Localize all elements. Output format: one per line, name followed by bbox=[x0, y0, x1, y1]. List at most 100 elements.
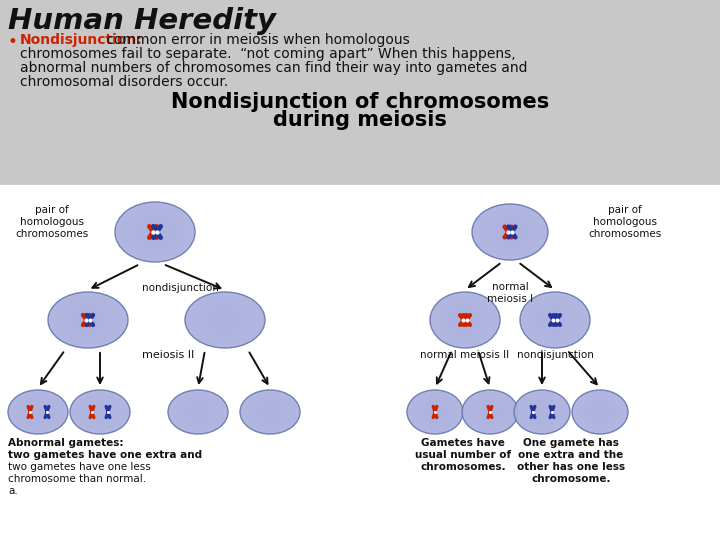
Ellipse shape bbox=[168, 390, 228, 434]
Ellipse shape bbox=[258, 403, 282, 421]
Text: chromosomes fail to separate.  “not coming apart” When this happens,: chromosomes fail to separate. “not comin… bbox=[20, 47, 516, 61]
Text: abnormal numbers of chromosomes can find their way into gametes and: abnormal numbers of chromosomes can find… bbox=[20, 61, 528, 75]
Text: chromosome.: chromosome. bbox=[531, 474, 611, 484]
Ellipse shape bbox=[514, 390, 570, 434]
Ellipse shape bbox=[575, 392, 625, 432]
Ellipse shape bbox=[433, 295, 497, 345]
Ellipse shape bbox=[119, 205, 191, 259]
Ellipse shape bbox=[76, 312, 100, 328]
Ellipse shape bbox=[29, 406, 47, 419]
Ellipse shape bbox=[261, 406, 279, 419]
Ellipse shape bbox=[421, 401, 449, 423]
Ellipse shape bbox=[538, 306, 572, 334]
Ellipse shape bbox=[476, 401, 504, 423]
Ellipse shape bbox=[430, 292, 500, 348]
Ellipse shape bbox=[583, 399, 617, 425]
Ellipse shape bbox=[185, 292, 265, 348]
Ellipse shape bbox=[514, 390, 570, 434]
Text: two gametes have one less: two gametes have one less bbox=[8, 462, 150, 472]
Ellipse shape bbox=[407, 390, 463, 434]
Ellipse shape bbox=[441, 300, 490, 340]
Ellipse shape bbox=[180, 399, 216, 425]
Ellipse shape bbox=[213, 312, 237, 328]
Ellipse shape bbox=[193, 298, 257, 342]
Ellipse shape bbox=[186, 403, 210, 421]
Text: common error in meiosis when homologous: common error in meiosis when homologous bbox=[102, 33, 410, 47]
Text: Human Heredity: Human Heredity bbox=[8, 7, 276, 35]
Ellipse shape bbox=[143, 223, 167, 241]
Ellipse shape bbox=[252, 399, 288, 425]
Text: pair of
homologous
chromosomes: pair of homologous chromosomes bbox=[588, 205, 662, 239]
Ellipse shape bbox=[541, 309, 569, 331]
Ellipse shape bbox=[517, 392, 567, 432]
Ellipse shape bbox=[454, 312, 475, 328]
Ellipse shape bbox=[185, 292, 265, 348]
Ellipse shape bbox=[495, 221, 525, 243]
Ellipse shape bbox=[525, 399, 559, 425]
Ellipse shape bbox=[426, 406, 444, 419]
Ellipse shape bbox=[479, 403, 501, 421]
Ellipse shape bbox=[205, 306, 245, 334]
Ellipse shape bbox=[246, 394, 294, 430]
Text: nondisjunction: nondisjunction bbox=[516, 350, 593, 360]
Ellipse shape bbox=[476, 207, 544, 257]
Ellipse shape bbox=[8, 390, 68, 434]
Ellipse shape bbox=[528, 401, 556, 423]
Ellipse shape bbox=[462, 390, 518, 434]
Text: two gametes have one extra and: two gametes have one extra and bbox=[8, 450, 202, 460]
Ellipse shape bbox=[183, 401, 213, 423]
Ellipse shape bbox=[68, 306, 108, 334]
Text: a.: a. bbox=[8, 486, 18, 496]
Ellipse shape bbox=[14, 394, 62, 430]
Ellipse shape bbox=[76, 394, 124, 430]
Ellipse shape bbox=[20, 399, 56, 425]
Text: pair of
homologous
chromosomes: pair of homologous chromosomes bbox=[15, 205, 89, 239]
Ellipse shape bbox=[70, 390, 130, 434]
Ellipse shape bbox=[255, 401, 285, 423]
Ellipse shape bbox=[472, 204, 548, 260]
Text: Gametes have: Gametes have bbox=[421, 438, 505, 448]
Ellipse shape bbox=[531, 300, 580, 340]
Ellipse shape bbox=[498, 224, 521, 240]
Ellipse shape bbox=[82, 399, 118, 425]
Text: usual number of: usual number of bbox=[415, 450, 511, 460]
Ellipse shape bbox=[520, 394, 564, 430]
Ellipse shape bbox=[407, 390, 463, 434]
Ellipse shape bbox=[448, 306, 482, 334]
Ellipse shape bbox=[123, 208, 187, 256]
Ellipse shape bbox=[523, 396, 562, 427]
Ellipse shape bbox=[115, 202, 195, 262]
Ellipse shape bbox=[139, 220, 171, 244]
Ellipse shape bbox=[70, 390, 130, 434]
Ellipse shape bbox=[415, 396, 454, 427]
Ellipse shape bbox=[11, 392, 65, 432]
Ellipse shape bbox=[60, 300, 116, 340]
Ellipse shape bbox=[243, 392, 297, 432]
Ellipse shape bbox=[520, 292, 590, 348]
Ellipse shape bbox=[48, 292, 128, 348]
Ellipse shape bbox=[115, 202, 195, 262]
Ellipse shape bbox=[444, 303, 486, 337]
Ellipse shape bbox=[240, 390, 300, 434]
Ellipse shape bbox=[8, 390, 68, 434]
Ellipse shape bbox=[523, 295, 587, 345]
Bar bbox=[0, 185, 720, 540]
Ellipse shape bbox=[249, 396, 291, 427]
Text: Abnormal gametes:: Abnormal gametes: bbox=[8, 438, 124, 448]
Text: chromosome than normal.: chromosome than normal. bbox=[8, 474, 146, 484]
Ellipse shape bbox=[586, 401, 614, 423]
Ellipse shape bbox=[189, 295, 261, 345]
Ellipse shape bbox=[56, 298, 120, 342]
Ellipse shape bbox=[174, 394, 222, 430]
Ellipse shape bbox=[534, 303, 576, 337]
Ellipse shape bbox=[171, 392, 225, 432]
Ellipse shape bbox=[23, 401, 53, 423]
Ellipse shape bbox=[482, 406, 498, 419]
Ellipse shape bbox=[72, 309, 104, 331]
Ellipse shape bbox=[487, 215, 533, 249]
Text: other has one less: other has one less bbox=[517, 462, 625, 472]
Ellipse shape bbox=[88, 403, 112, 421]
Ellipse shape bbox=[201, 303, 249, 337]
Ellipse shape bbox=[177, 396, 219, 427]
Ellipse shape bbox=[437, 298, 493, 342]
